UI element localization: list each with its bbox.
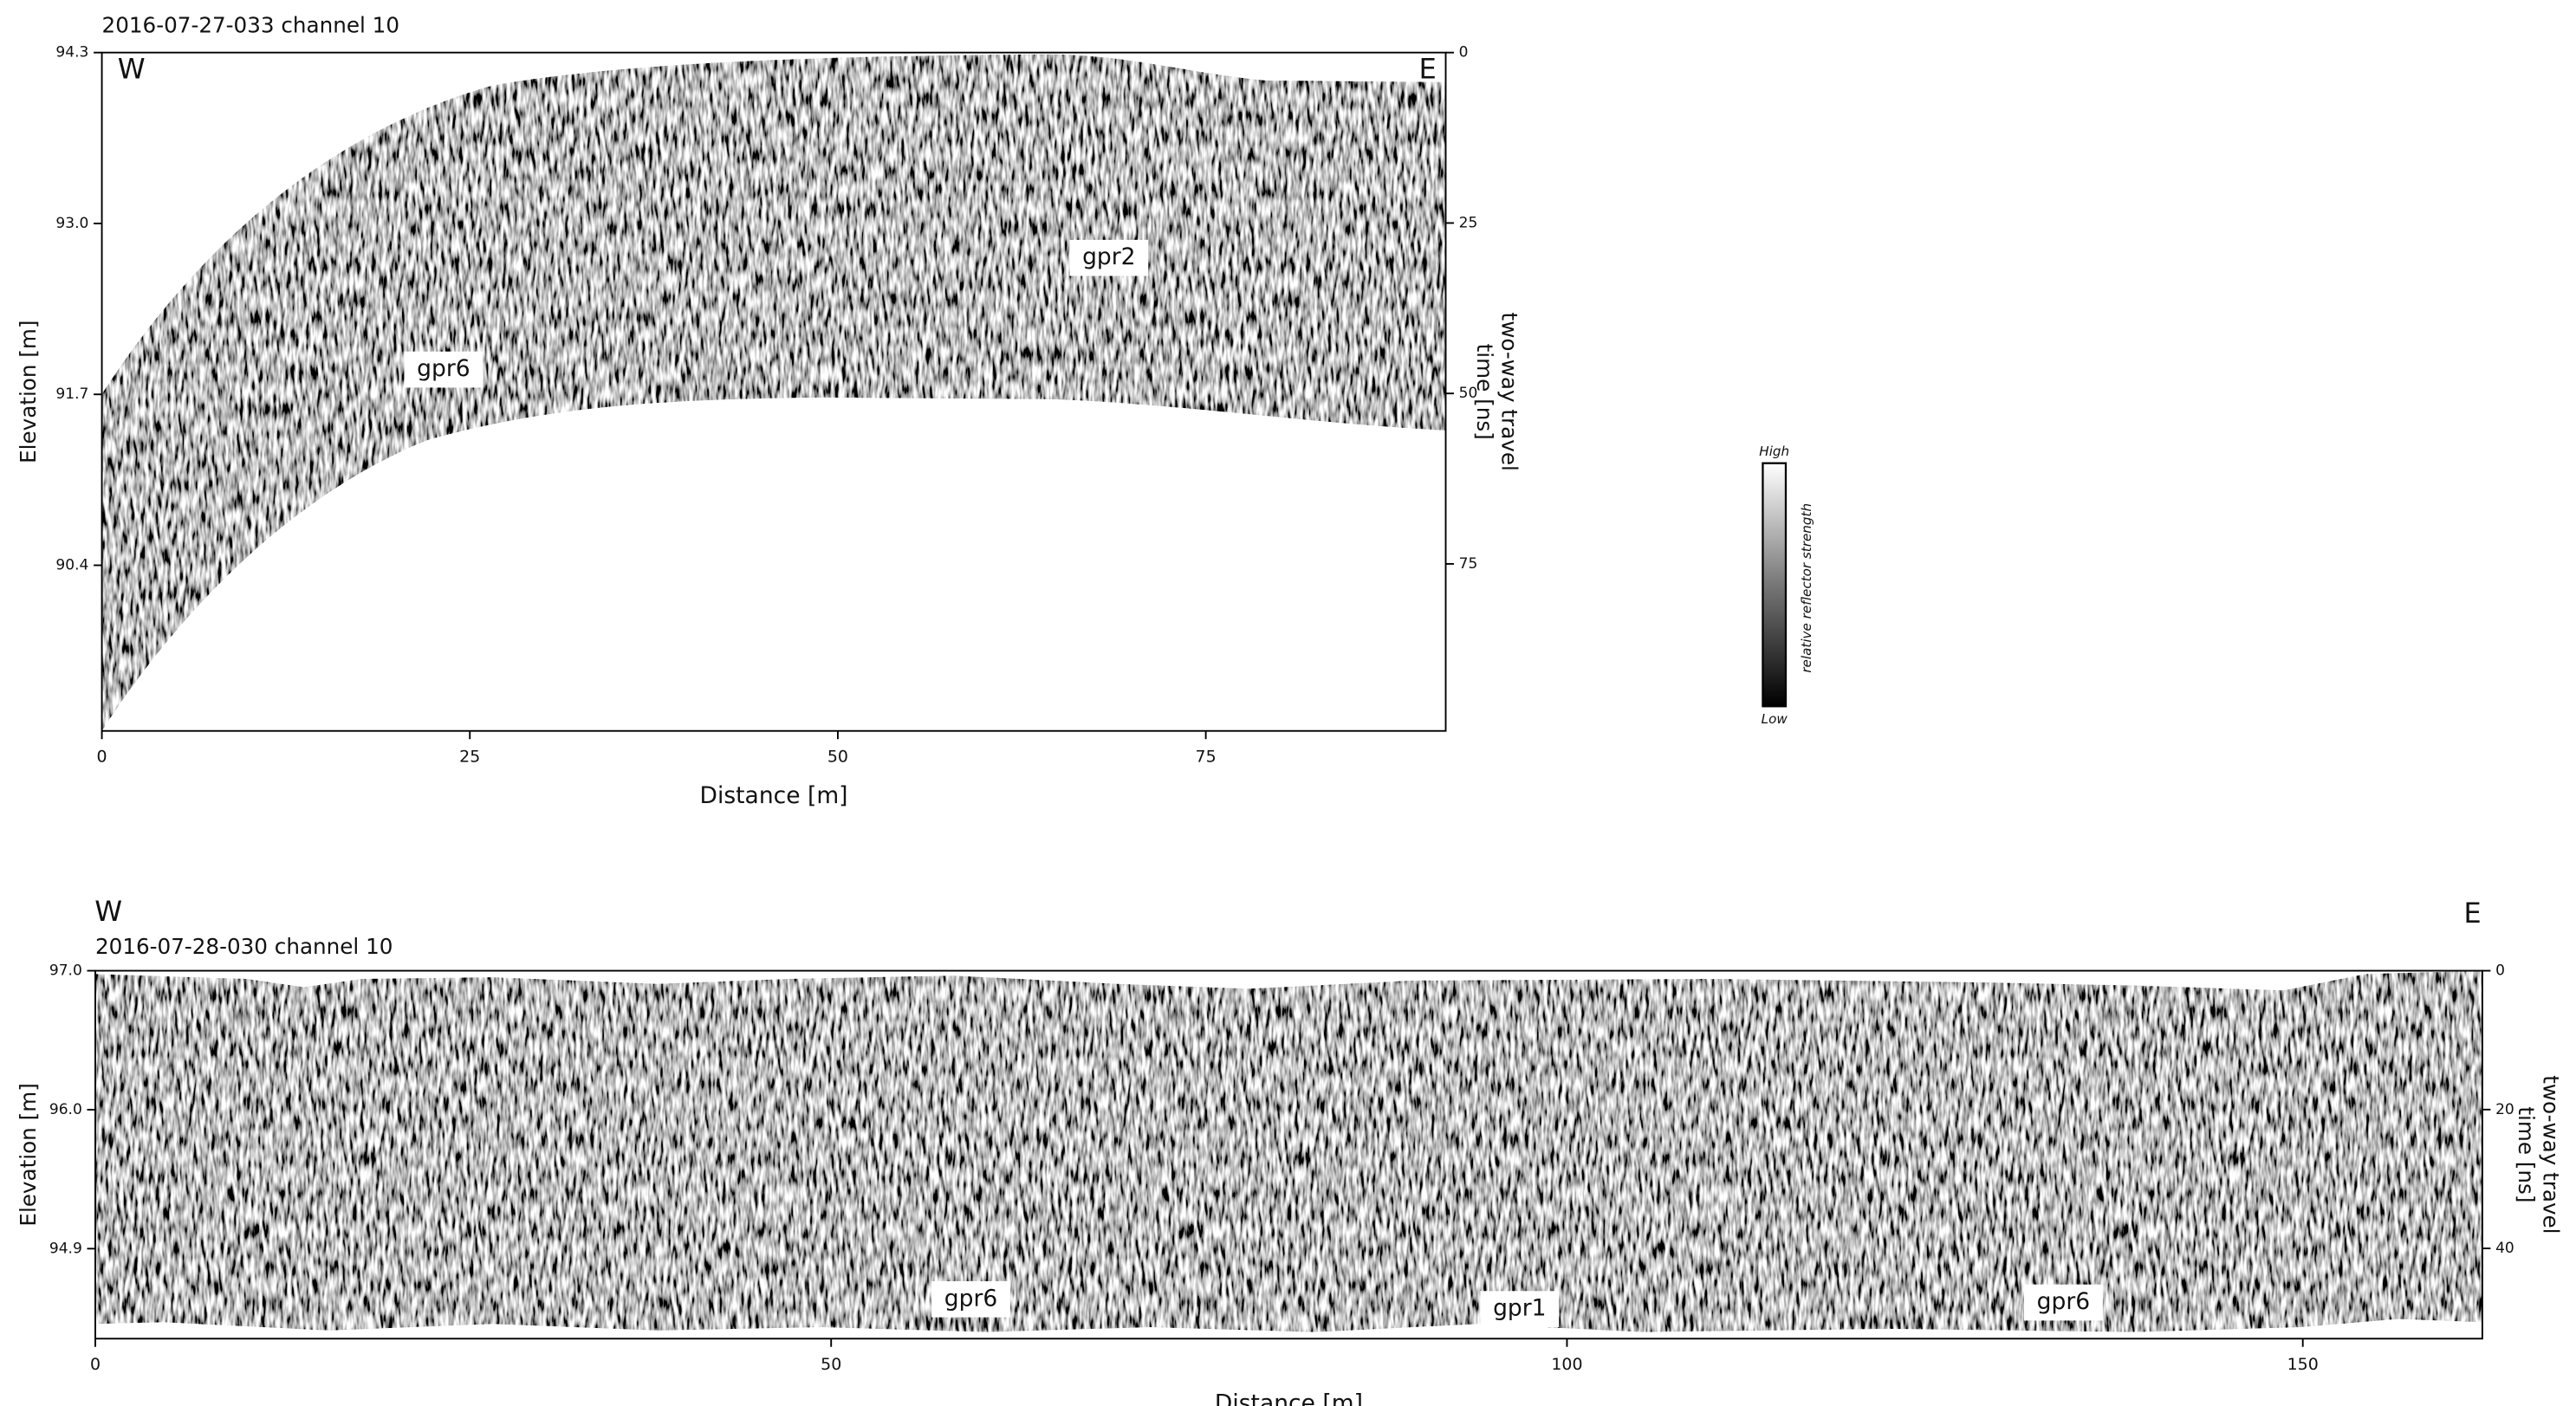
y2-axis-label: two-way travel <box>2539 1075 2564 1234</box>
annotation: gpr6 <box>2037 1288 2090 1315</box>
annotation: E <box>1418 53 1436 86</box>
y2-tick-label: 75 <box>1459 555 1478 573</box>
x-tick-label: 50 <box>827 748 848 767</box>
y2-tick-label: 25 <box>1459 214 1478 231</box>
y2-axis-label: time [ns] <box>1472 344 1497 440</box>
panel-title: 2016-07-27-033 channel 10 <box>102 12 399 37</box>
annotation: W <box>118 53 146 86</box>
y-tick-label: 90.4 <box>55 557 88 574</box>
y2-axis-label: time [ns] <box>2514 1106 2539 1202</box>
annotation: W <box>94 895 122 928</box>
plot-frame <box>101 51 1447 732</box>
annotation: E <box>2463 897 2481 930</box>
x-tick-label: 75 <box>1196 748 1217 767</box>
x-tick-label: 100 <box>1551 1355 1582 1374</box>
colorbar-ramp <box>1762 462 1788 708</box>
y2-tick-label: 20 <box>2495 1101 2514 1118</box>
y-tick-label: 91.7 <box>55 386 88 403</box>
radargram-image <box>101 54 1446 731</box>
annotation-box <box>404 351 483 388</box>
colorbar-label: relative reflector strength <box>1799 503 1814 673</box>
y2-tick-label: 40 <box>2495 1240 2514 1257</box>
annotation-box <box>1069 239 1149 276</box>
annotation: gpr2 <box>1082 243 1135 270</box>
x-axis-label: Distance [m] <box>700 782 848 809</box>
x-axis-label: Distance [m] <box>1215 1390 1363 1406</box>
y-tick-label: 94.9 <box>49 1240 82 1257</box>
annotation: gpr6 <box>417 355 470 382</box>
x-tick-label: 0 <box>97 748 107 767</box>
annotation: gpr6 <box>944 1285 997 1312</box>
x-tick-label: 0 <box>90 1355 101 1374</box>
annotation: gpr1 <box>1493 1295 1546 1322</box>
panel-title: 2016-07-28-030 channel 10 <box>95 934 393 959</box>
colorbar-high: High <box>1759 444 1789 459</box>
y2-tick-label: 50 <box>1459 385 1478 402</box>
colorbar: High Low relative reflector strength <box>1759 444 1814 727</box>
y-tick-label: 94.3 <box>55 44 88 62</box>
x-tick-label: 150 <box>2287 1355 2319 1374</box>
y-tick-label: 97.0 <box>49 962 82 980</box>
y-axis-label: Elevation [m] <box>16 320 41 463</box>
y2-tick-label: 0 <box>1459 44 1469 62</box>
radargram-image <box>94 970 2482 1332</box>
panel: 2016-07-28-030 channel 10 0 50 100 150 94.9 96… <box>16 895 2564 1406</box>
panel: 2016-07-27-033 channel 10 0 25 50 75 90.4 91.7… <box>16 12 1522 809</box>
annotation-box <box>2023 1284 2103 1321</box>
x-tick-label: 25 <box>459 748 480 767</box>
y2-tick-label: 0 <box>2495 962 2505 980</box>
y2-axis-label: two-way travel <box>1497 313 1522 471</box>
y-tick-label: 96.0 <box>49 1101 82 1118</box>
annotation-box <box>1480 1291 1560 1327</box>
y-axis-label: Elevation [m] <box>16 1083 41 1226</box>
plot-frame <box>94 969 2483 1340</box>
colorbar-low: Low <box>1762 711 1788 727</box>
annotation-box <box>931 1280 1011 1318</box>
y-tick-label: 93.0 <box>55 215 88 232</box>
x-tick-label: 50 <box>821 1355 841 1374</box>
